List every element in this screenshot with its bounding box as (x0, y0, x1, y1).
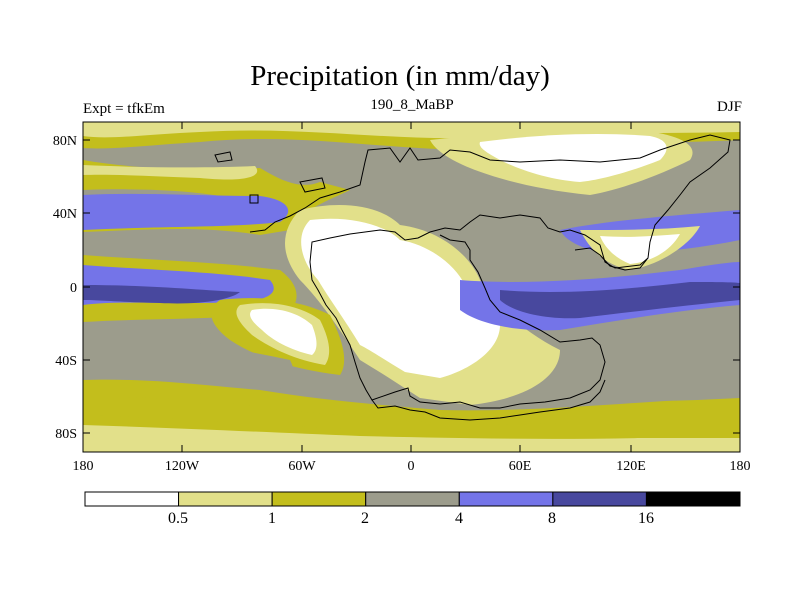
lon-tick-label: 60E (509, 459, 532, 474)
lon-tick-label: 60W (288, 459, 316, 474)
lon-tick-label: 180 (730, 459, 751, 474)
colorbar-box (84, 491, 180, 507)
colorbar-label: 8 (548, 510, 556, 527)
lon-tick-label: 120W (165, 459, 200, 474)
coastline-south (371, 379, 606, 421)
lat-tick-label: 40N (53, 207, 77, 222)
colorbar-label: 4 (455, 510, 463, 527)
colorbar-box (458, 491, 554, 507)
colorbar-box (178, 491, 273, 507)
lat-tick-label: 0 (70, 281, 77, 296)
colorbar-box (365, 491, 460, 507)
lat-tick-label: 80N (53, 134, 77, 149)
colorbar (84, 491, 741, 507)
season-label: DJF (716, 99, 742, 115)
colorbar-box (271, 491, 367, 507)
colorbar-box (645, 491, 741, 507)
lon-tick-label: 120E (616, 459, 646, 474)
island-3 (299, 177, 326, 193)
plot-title: Precipitation (in mm/day) (250, 60, 550, 92)
lat-tick-label: 40S (55, 354, 77, 369)
island-2 (214, 151, 233, 163)
colorbar-label: 2 (361, 510, 369, 527)
lat-axis (83, 139, 740, 434)
colorbar-box (552, 491, 647, 507)
colorbar-label: 1 (268, 510, 276, 527)
lat-tick-label: 80S (55, 427, 77, 442)
coastline-east (574, 247, 649, 271)
coastline (249, 134, 731, 409)
time-label: 190_8_MaBP (370, 97, 454, 113)
island-1 (249, 194, 259, 204)
lon-axis (82, 122, 741, 452)
experiment-label: Expt = tfkEm (83, 101, 165, 117)
lon-tick-label: 0 (408, 459, 415, 474)
colorbar-label: 0.5 (168, 510, 188, 527)
colorbar-label: 16 (638, 510, 654, 527)
lon-tick-label: 180 (73, 459, 94, 474)
precip-field (83, 122, 740, 452)
